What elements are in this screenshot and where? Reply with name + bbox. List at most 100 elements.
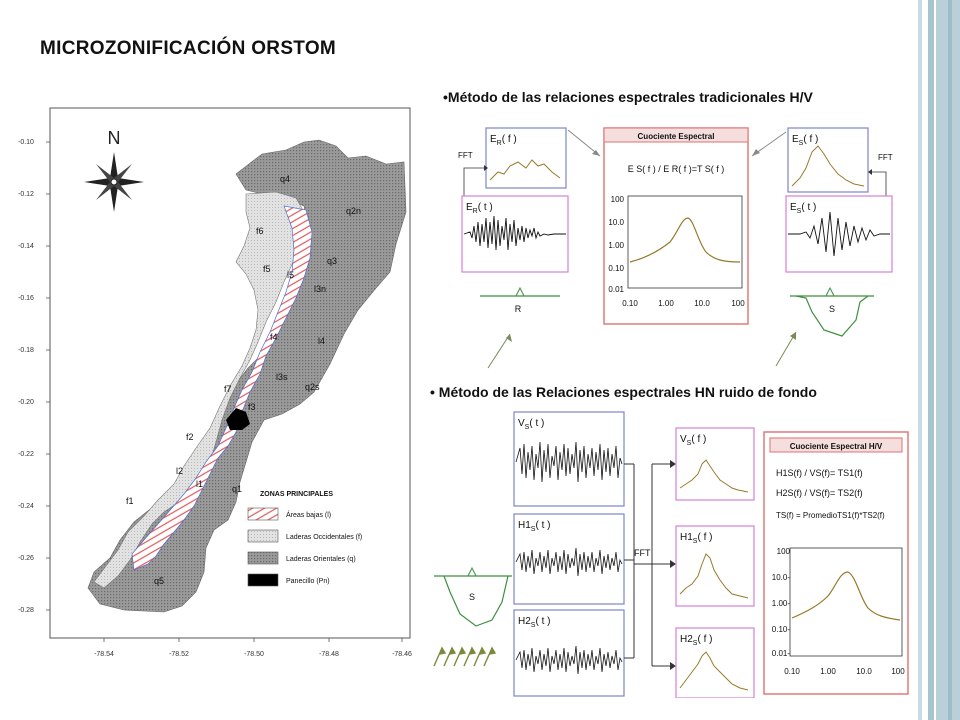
y-tick: 0.10- (772, 625, 791, 634)
cociente-curve (629, 217, 741, 263)
north-arrow-icon (84, 152, 144, 212)
bullet-hn-noise: • Método de las Relaciones espectrales H… (430, 384, 817, 400)
zone-label: q5 (154, 576, 164, 586)
y-tick: 0.10 (608, 264, 624, 273)
fft-left-label: FFT (458, 151, 473, 160)
zone-label: l5 (287, 270, 294, 280)
noise-station: S (433, 566, 512, 667)
zone-label: f2 (186, 432, 194, 442)
vs-f-label: VS( f ) (680, 434, 706, 447)
station-s2-label: S (469, 592, 475, 602)
cociente-hv-x-axis: 0.10 1.00 10.0 100 (784, 667, 905, 676)
h1-f-label: H1S( f ) (680, 532, 712, 545)
zone-label: q4 (280, 174, 290, 184)
x-tick: 100 (891, 667, 905, 676)
es-t-label: ES( t ) (790, 202, 816, 215)
side-decoration (918, 0, 960, 720)
zone-label: q1 (232, 484, 242, 494)
fft-right-label: FFT (878, 153, 893, 162)
zone-label: l3n (314, 284, 326, 294)
legend-item-label: Panecillo (Pn) (286, 578, 330, 585)
legend-item-label: Áreas bajas (l) (286, 510, 331, 519)
map-y-tick: -0.28 (18, 607, 34, 614)
bullet-hv-traditional: •Método de las relaciones espectrales tr… (443, 89, 813, 105)
y-tick: 10.0- (772, 573, 791, 582)
h2-f-curve (679, 651, 749, 691)
h1-t-label: H1S( t ) (518, 520, 550, 533)
vs-t-waveform (515, 441, 623, 483)
map-x-tick: -78.52 (169, 651, 189, 658)
es-f-curve (791, 145, 865, 187)
er-f-curve (489, 159, 561, 181)
vs-t-label: VS( t ) (518, 418, 544, 431)
er-f-label: ER( f ) (490, 134, 517, 147)
map-y-tick: -0.16 (18, 295, 34, 302)
fft-label: FFT (634, 548, 651, 558)
legend-item-label: Laderas Orientales (q) (286, 556, 356, 563)
zone-label: l1 (196, 479, 203, 489)
zone-label: f4 (270, 332, 278, 342)
legend-item-label: Laderas Occidentales (f) (286, 534, 362, 541)
zone-f-west (93, 191, 305, 589)
h2-f-label: H2S( f ) (680, 634, 712, 647)
x-tick: 100 (731, 299, 745, 308)
zone-label: f6 (256, 226, 264, 236)
x-tick: 1.00 (820, 667, 836, 676)
zone-label: f1 (126, 496, 134, 506)
map-y-tick: -0.26 (18, 555, 34, 562)
formula-1: H1S(f) / VS(f)= TS1(f) (776, 468, 863, 478)
map-legend: ZONAS PRINCIPALES Áreas bajas (l) Ladera… (247, 491, 362, 587)
map-x-tick: -78.50 (244, 651, 264, 658)
h1-f-curve (679, 553, 749, 599)
map-x-tick: -78.54 (94, 651, 114, 658)
cociente-y-axis: 100 10.0 1.00 0.10 0.01 (608, 195, 624, 294)
slide-title: MICROZONIFICACIÓN ORSTOM (40, 38, 337, 59)
zone-label: l4 (318, 336, 325, 346)
x-tick: 0.10 (784, 667, 800, 676)
microzonation-map: -0.10 -0.12 -0.14 -0.16 -0.18 -0.20 -0.2… (18, 107, 412, 658)
zone-label: q3 (327, 256, 337, 266)
y-tick: 1.00 (608, 241, 624, 250)
y-tick: 100 (777, 547, 791, 556)
map-y-axis: -0.10 -0.12 -0.14 -0.16 -0.18 -0.20 -0.2… (18, 139, 34, 614)
map-x-axis: -78.54 -78.52 -78.50 -78.48 -78.46 (94, 651, 412, 658)
er-t-waveform (463, 215, 566, 251)
cociente-hv-plot-frame (789, 547, 903, 657)
map-y-tick: -0.22 (18, 451, 34, 458)
cociente-hv-y-axis: 100 10.0- 1.00- 0.10- 0.01- (772, 547, 791, 658)
zone-label: q2n (346, 206, 361, 216)
station-s-basin (795, 295, 869, 337)
h1-t-waveform (515, 547, 623, 577)
y-tick: 100 (611, 195, 625, 204)
y-tick: 10.0 (608, 218, 624, 227)
cociente-x-axis: 0.10 1.00 10.0 100 (622, 299, 745, 308)
diagram-hv-traditional: ER( f ) FFT ER( t ) R Cuociente Espectra… (458, 127, 893, 369)
map-y-tick: -0.12 (18, 191, 34, 198)
zone-label: f7 (224, 384, 232, 394)
es-t-waveform (788, 211, 890, 257)
cociente-hv-curve (791, 571, 901, 621)
er-f-box (485, 127, 567, 189)
x-tick: 10.0 (856, 667, 872, 676)
map-y-tick: -0.24 (18, 503, 34, 510)
fft-connector (624, 463, 670, 667)
y-tick: 1.00- (772, 599, 791, 608)
cociente-formula: E S( f ) / E R( f )=T S( f ) (628, 164, 725, 174)
y-tick: 0.01- (772, 649, 791, 658)
cociente-hv-title: Cuociente Espectral H/V (790, 442, 883, 451)
zone-l-low (131, 205, 313, 571)
legend-title: ZONAS PRINCIPALES (260, 491, 333, 498)
diagram-hn-noise: S VS( t ) H1S( t ) H2S( t ) FFT VS( f ) (433, 411, 909, 698)
vs-f-curve (679, 459, 749, 493)
zone-label: f5 (263, 264, 271, 274)
formula-3: TS(f) = PromedioTS1(f)*TS2(f) (776, 511, 885, 520)
station-r-label: R (515, 304, 522, 314)
es-f-label: ES( f ) (792, 134, 818, 147)
zone-label: l3s (276, 372, 288, 382)
y-tick: 0.01 (608, 285, 624, 294)
zone-label: f3 (248, 402, 256, 412)
map-y-tick: -0.18 (18, 347, 34, 354)
h1-f-box (675, 525, 755, 607)
h2-t-label: H2S( t ) (518, 616, 550, 629)
cociente-plot-frame (627, 195, 743, 289)
